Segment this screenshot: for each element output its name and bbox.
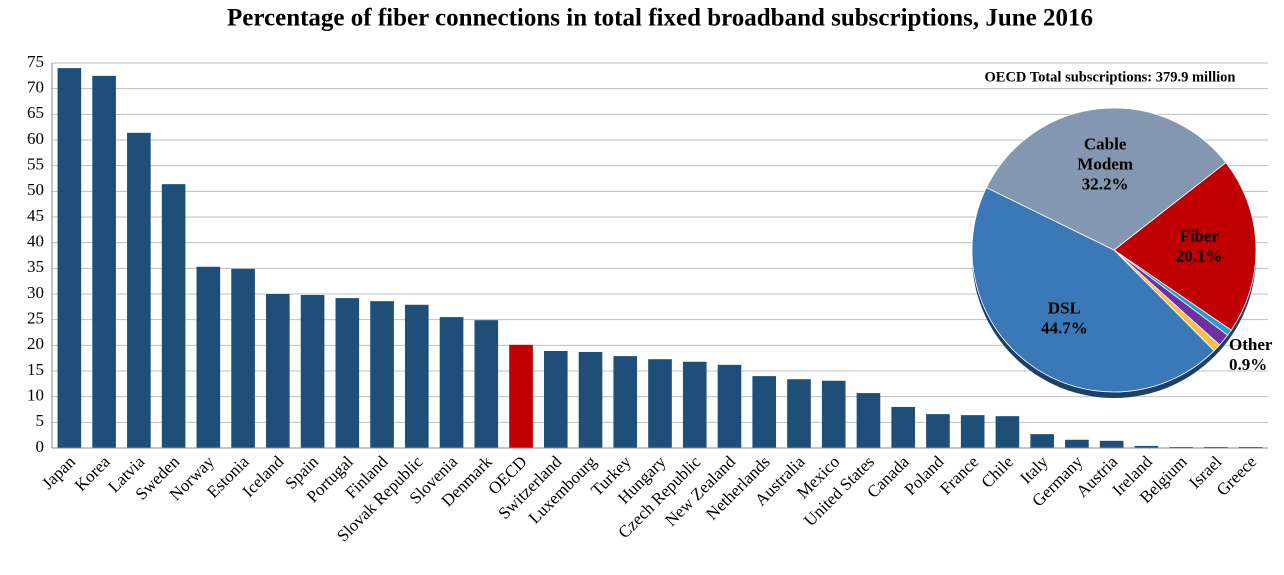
y-tick-label: 75 [27,52,44,71]
pie-label-line: Cable [1084,134,1127,153]
pie-slice [985,107,1227,251]
x-tick-label: Korea [71,452,114,495]
bar [1169,446,1193,448]
bar [266,294,290,448]
y-tick-label: 45 [27,206,44,225]
x-tick-label: Japan [38,452,79,493]
bar [926,414,950,448]
pie-slice [1113,162,1257,331]
x-tick-label: Greece [1213,452,1260,499]
pie-label: Cable Modem 32.2% [1077,134,1133,193]
bar [856,393,881,448]
bar [578,352,603,448]
bar [960,415,985,448]
pie-title: OECD Total subscriptions: 379.9 million [985,69,1236,85]
bar [1134,445,1159,448]
bar [752,376,777,448]
bar [474,320,499,448]
bar [370,301,394,448]
y-tick-label: 55 [27,155,44,174]
pie-value-label: 0.9% [1229,355,1267,374]
bar [613,356,638,448]
bar [891,406,916,448]
bar [161,184,186,448]
y-tick-label: 5 [36,411,45,430]
bar [1238,446,1263,448]
y-tick-label: 20 [27,334,44,353]
bar [1030,434,1054,448]
pie-label-line: Fiber [1179,226,1219,245]
bar [127,132,151,448]
pie-value-label: 20.1% [1176,246,1223,265]
pie-label: DSL 44.7% [1041,298,1088,337]
pie-value-label: 32.2% [1082,174,1129,193]
y-tick-label: 30 [27,283,44,302]
bar [335,298,360,448]
pie-label-line: Modem [1077,154,1133,173]
pie-label-line: Other [1229,335,1273,354]
y-tick-label: 10 [27,386,44,405]
bar [92,75,116,448]
bar [509,344,533,448]
bar [57,68,82,448]
y-tick-label: 0 [36,437,45,456]
bar [648,359,672,448]
pie-slice [971,187,1215,393]
y-tick-label: 65 [27,103,44,122]
bar [787,379,811,448]
bar [995,416,1020,448]
y-tick-label: 40 [27,232,44,251]
y-tick-label: 25 [27,309,44,328]
y-tick-label: 60 [27,129,44,148]
pie-label-line: DSL [1048,298,1081,317]
pie-value-label: 44.7% [1041,318,1088,337]
y-tick-label: 50 [27,180,44,199]
x-tick-label: France [936,452,982,498]
bar [1204,446,1228,448]
bar [821,380,846,448]
x-tick-label: Chile [978,452,1017,491]
y-tick-label: 15 [27,360,44,379]
bar [196,266,221,448]
bar [404,304,429,448]
bar [1065,439,1089,448]
bar [1099,440,1124,448]
bar [682,361,707,448]
bar [231,268,255,448]
pie-label: Fiber 20.1% [1176,226,1223,265]
bar [439,317,464,448]
x-tick-label: Poland [901,452,948,499]
pie-label: Other 0.9% [1229,335,1273,374]
bar [717,364,742,448]
bar [300,295,325,448]
bar [543,350,568,448]
y-tick-label: 70 [27,78,44,97]
y-tick-label: 35 [27,257,44,276]
chart-title: Percentage of fiber connections in total… [227,5,1093,32]
